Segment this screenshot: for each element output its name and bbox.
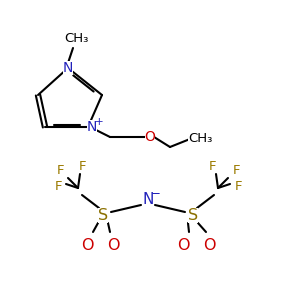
Text: O: O bbox=[107, 238, 119, 253]
Text: F: F bbox=[56, 164, 64, 176]
Text: O: O bbox=[145, 130, 155, 144]
Text: O: O bbox=[203, 238, 215, 253]
Text: S: S bbox=[98, 208, 108, 223]
Text: CH₃: CH₃ bbox=[64, 32, 88, 44]
Text: O: O bbox=[177, 238, 189, 253]
Text: +: + bbox=[95, 117, 103, 127]
Text: O: O bbox=[81, 238, 93, 253]
Text: F: F bbox=[232, 164, 240, 176]
Text: F: F bbox=[54, 179, 62, 193]
Text: S: S bbox=[188, 208, 198, 223]
Text: N: N bbox=[142, 193, 154, 208]
Text: F: F bbox=[79, 160, 87, 172]
Text: N: N bbox=[87, 120, 97, 134]
Text: CH₃: CH₃ bbox=[188, 133, 212, 146]
Text: F: F bbox=[209, 160, 217, 172]
Text: −: − bbox=[151, 188, 161, 200]
Text: N: N bbox=[63, 61, 73, 75]
Text: F: F bbox=[234, 179, 242, 193]
